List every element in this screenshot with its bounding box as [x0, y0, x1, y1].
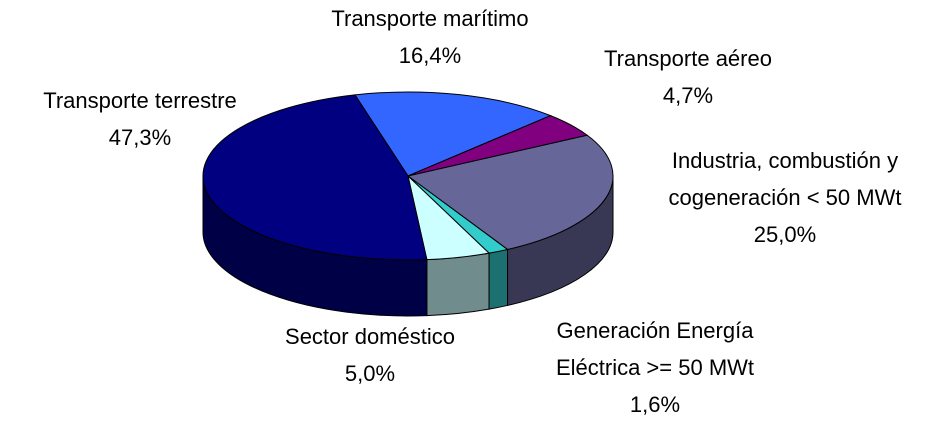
- value-label: 47,3%: [108, 125, 172, 150]
- value-label: 4,7%: [662, 83, 714, 108]
- value-label: 16,4%: [398, 43, 462, 68]
- slice-label: Sector doméstico 5,0%: [250, 318, 490, 392]
- slice: [406, 134, 614, 250]
- slice-label: Transporte terrestre 47,3%: [0, 82, 280, 156]
- slice-side: [488, 248, 509, 310]
- value-label: 5,0%: [344, 361, 396, 386]
- category-name: Sector doméstico: [285, 324, 455, 349]
- category-name: Transporte aéreo: [604, 46, 772, 71]
- category-name: Industria, combustión y cogeneración < 5…: [668, 148, 902, 210]
- slice-label: Transporte aéreo 4,7%: [568, 40, 808, 114]
- value-label: 25,0%: [753, 222, 817, 247]
- value-label: 1,6%: [629, 392, 681, 417]
- category-name: Transporte marítimo: [331, 6, 529, 31]
- category-name: Transporte terrestre: [43, 88, 237, 113]
- slice-side: [426, 252, 490, 317]
- category-name: Generación Energía Eléctrica >= 50 MWt: [555, 318, 755, 380]
- slice: [354, 91, 552, 177]
- slice-label: Transporte marítimo 16,4%: [300, 0, 560, 74]
- slice-label: Industria, combustión y cogeneración < 5…: [635, 142, 926, 253]
- slice: [202, 94, 428, 261]
- slice-label: Generación Energía Eléctrica >= 50 MWt 1,…: [520, 312, 790, 423]
